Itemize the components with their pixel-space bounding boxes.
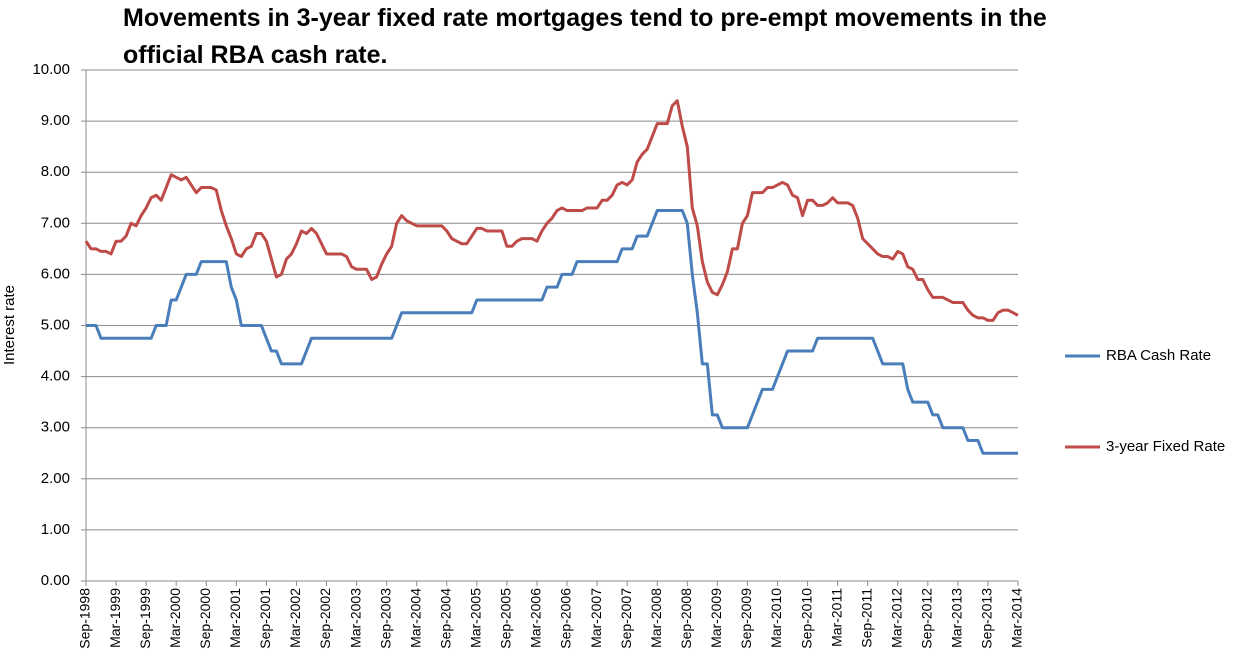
x-tick-label: Sep-2000 (197, 588, 213, 649)
x-tick-label: Sep-2011 (858, 588, 874, 648)
x-tick-label: Mar-2012 (888, 588, 904, 648)
x-tick-label: Sep-2006 (558, 588, 574, 649)
y-tick-label: 5.00 (41, 316, 70, 333)
x-tick-label: Sep-2002 (317, 588, 333, 649)
x-tick-label: Mar-2013 (949, 588, 965, 648)
x-tick-label: Mar-2011 (828, 588, 844, 647)
legend-label: RBA Cash Rate (1106, 347, 1211, 364)
x-tick-label: Mar-2009 (708, 588, 724, 648)
y-tick-label: 1.00 (41, 521, 70, 538)
x-tick-label: Sep-2007 (618, 588, 634, 649)
x-tick-label: Sep-2009 (738, 588, 754, 649)
x-tick-label: Sep-2004 (437, 588, 453, 649)
x-tick-label: Mar-2007 (588, 588, 604, 648)
x-tick-label: Sep-2013 (979, 588, 995, 649)
x-tick-label: Sep-2010 (798, 588, 814, 649)
y-tick-label: 6.00 (41, 265, 70, 282)
chart-title: Movements in 3-year fixed rate mortgages… (123, 4, 1047, 69)
y-tick-label: 3.00 (41, 419, 70, 436)
x-tick-label: Mar-1999 (107, 588, 123, 648)
y-tick-label: 9.00 (41, 112, 70, 129)
y-axis-label: Interest rate (1, 285, 18, 365)
y-tick-label: 10.00 (32, 61, 70, 78)
x-tick-label: Sep-2005 (498, 588, 514, 649)
x-tick-label: Mar-2005 (468, 588, 484, 648)
y-tick-label: 7.00 (41, 214, 70, 231)
x-tick-label: Sep-2003 (377, 588, 393, 649)
x-tick-label: Mar-2014 (1009, 588, 1025, 648)
y-tick-label: 2.00 (41, 470, 70, 487)
x-tick-label: Sep-2008 (678, 588, 694, 649)
x-tick-label: Sep-2012 (919, 588, 935, 649)
series-line (86, 209, 1018, 455)
x-tick-label: Mar-2010 (768, 588, 784, 648)
x-tick-label: Mar-2000 (167, 588, 183, 648)
x-tick-label: Sep-1998 (77, 588, 93, 649)
x-tick-label: Mar-2004 (407, 588, 423, 648)
y-tick-label: 4.00 (41, 368, 70, 385)
x-tick-label: Mar-2008 (648, 588, 664, 648)
y-tick-label: 0.00 (41, 572, 70, 589)
x-tick-label: Mar-2006 (528, 588, 544, 648)
x-tick-label: Mar-2002 (287, 588, 303, 648)
x-tick-label: Sep-1999 (137, 588, 153, 649)
x-tick-label: Mar-2001 (227, 588, 243, 648)
x-tick-label: Sep-2001 (257, 588, 273, 649)
legend-label: 3-year Fixed Rate (1106, 438, 1225, 455)
y-tick-label: 8.00 (41, 163, 70, 180)
series-line (84, 99, 1019, 322)
x-tick-label: Mar-2003 (347, 588, 363, 648)
